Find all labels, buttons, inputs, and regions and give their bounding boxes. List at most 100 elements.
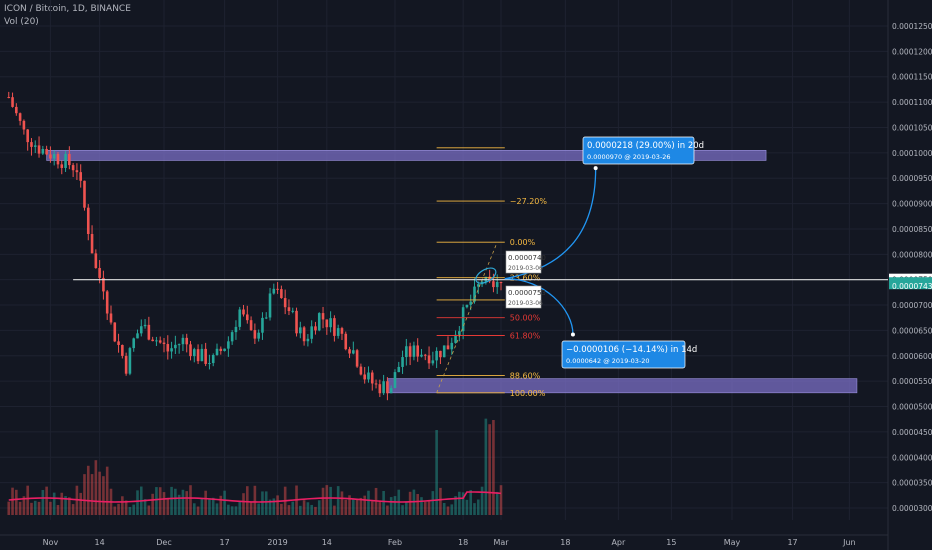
- candle-body[interactable]: [401, 357, 404, 367]
- candle-body[interactable]: [431, 360, 435, 364]
- supply-demand-zone[interactable]: [46, 150, 767, 161]
- candle-body[interactable]: [405, 346, 408, 358]
- down-projection-arrow[interactable]: [504, 278, 574, 335]
- candle-body[interactable]: [223, 348, 226, 351]
- candle-body[interactable]: [102, 277, 105, 292]
- volume-indicator-title[interactable]: Vol (20): [4, 17, 39, 27]
- candle-body[interactable]: [295, 310, 298, 334]
- candle-body[interactable]: [261, 317, 264, 333]
- candle-body[interactable]: [117, 341, 120, 345]
- candle-body[interactable]: [185, 337, 189, 345]
- candle-body[interactable]: [325, 319, 329, 328]
- projection-annotation[interactable]: [582, 136, 695, 165]
- candle-body[interactable]: [151, 339, 154, 342]
- candle-body[interactable]: [363, 374, 366, 380]
- candle-body[interactable]: [283, 298, 287, 308]
- candle-body[interactable]: [11, 97, 14, 107]
- candle-body[interactable]: [442, 345, 446, 358]
- candle-body[interactable]: [79, 172, 82, 181]
- candle-body[interactable]: [302, 327, 306, 342]
- candle-body[interactable]: [439, 350, 442, 358]
- symbol-title[interactable]: ICON / Bitcoin, 1D, BINANCE: [4, 4, 131, 14]
- candle-body[interactable]: [94, 253, 98, 269]
- candle-body[interactable]: [30, 142, 33, 147]
- candle-body[interactable]: [162, 342, 166, 345]
- candle-body[interactable]: [219, 348, 223, 351]
- candle-body[interactable]: [458, 331, 461, 335]
- candle-body[interactable]: [37, 145, 41, 154]
- candle-body[interactable]: [310, 326, 313, 339]
- candle-body[interactable]: [420, 354, 423, 357]
- candle-body[interactable]: [68, 153, 71, 166]
- candle-body[interactable]: [105, 291, 109, 314]
- candle-body[interactable]: [71, 165, 75, 171]
- candle-body[interactable]: [227, 341, 230, 349]
- candle-body[interactable]: [299, 327, 302, 334]
- candle-body[interactable]: [378, 384, 382, 394]
- candle-body[interactable]: [98, 268, 101, 278]
- candle-body[interactable]: [75, 170, 79, 173]
- supply-demand-zone[interactable]: [387, 378, 858, 394]
- candle-body[interactable]: [359, 366, 363, 375]
- candle-body[interactable]: [321, 313, 325, 320]
- candle-body[interactable]: [412, 345, 416, 357]
- candle-body[interactable]: [469, 301, 473, 305]
- candle-body[interactable]: [416, 345, 419, 357]
- candle-body[interactable]: [355, 350, 359, 367]
- candle-body[interactable]: [124, 355, 128, 374]
- candle-body[interactable]: [18, 113, 22, 121]
- candle-body[interactable]: [196, 349, 200, 362]
- candle-body[interactable]: [22, 120, 26, 130]
- candle-body[interactable]: [60, 164, 64, 168]
- candle-body[interactable]: [446, 345, 450, 350]
- candle-body[interactable]: [408, 346, 412, 357]
- price-point-label[interactable]: [505, 285, 542, 309]
- candle-body[interactable]: [272, 288, 276, 294]
- candle-body[interactable]: [344, 333, 348, 350]
- candle-body[interactable]: [45, 148, 48, 155]
- candle-body[interactable]: [492, 281, 495, 288]
- candle-body[interactable]: [476, 284, 480, 287]
- candle-body[interactable]: [333, 318, 336, 336]
- candle-body[interactable]: [473, 286, 476, 302]
- candle-body[interactable]: [488, 276, 491, 282]
- candle-body[interactable]: [461, 307, 465, 332]
- candle-body[interactable]: [397, 366, 401, 373]
- candle-body[interactable]: [374, 383, 378, 385]
- candle-body[interactable]: [143, 324, 147, 327]
- candle-body[interactable]: [306, 338, 310, 342]
- candle-body[interactable]: [136, 333, 139, 339]
- candle-body[interactable]: [382, 381, 385, 394]
- candle-body[interactable]: [268, 293, 272, 318]
- candle-body[interactable]: [33, 145, 37, 147]
- candle-body[interactable]: [90, 234, 94, 254]
- candle-body[interactable]: [370, 372, 374, 384]
- candle-body[interactable]: [26, 129, 29, 143]
- candle-body[interactable]: [200, 348, 204, 362]
- candle-body[interactable]: [189, 344, 192, 357]
- candle-body[interactable]: [386, 381, 389, 394]
- price-point-label[interactable]: [505, 250, 542, 274]
- candle-body[interactable]: [340, 328, 344, 334]
- candle-body[interactable]: [128, 348, 132, 374]
- candle-body[interactable]: [495, 282, 499, 288]
- candle-body[interactable]: [389, 388, 393, 394]
- candle-body[interactable]: [56, 154, 60, 165]
- candle-body[interactable]: [158, 340, 162, 343]
- candle-body[interactable]: [393, 372, 397, 389]
- candle-body[interactable]: [181, 337, 185, 345]
- candle-body[interactable]: [246, 314, 249, 321]
- candle-body[interactable]: [280, 289, 283, 299]
- candle-body[interactable]: [367, 372, 370, 380]
- candle-body[interactable]: [211, 354, 215, 364]
- candle-body[interactable]: [427, 355, 431, 364]
- candle-body[interactable]: [435, 350, 438, 361]
- candle-body[interactable]: [204, 348, 207, 364]
- candle-body[interactable]: [454, 334, 457, 343]
- highlight-ellipse[interactable]: [473, 265, 498, 286]
- candle-body[interactable]: [242, 309, 245, 315]
- candle-body[interactable]: [174, 344, 177, 349]
- candle-body[interactable]: [64, 153, 67, 168]
- candle-body[interactable]: [287, 307, 291, 312]
